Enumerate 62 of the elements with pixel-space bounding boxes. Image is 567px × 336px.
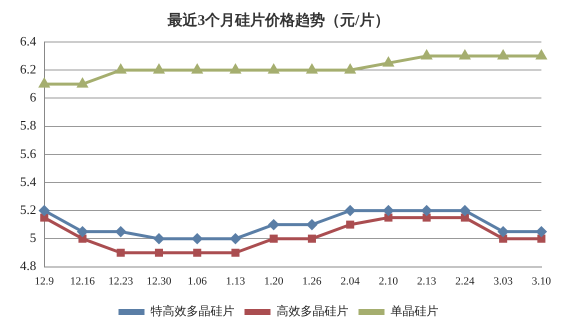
x-tick-label: 12.30 bbox=[146, 275, 172, 288]
point bbox=[268, 219, 280, 230]
legend-label: 单晶硅片 bbox=[390, 304, 438, 318]
point bbox=[382, 56, 394, 67]
x-tick-label: 2.04 bbox=[340, 275, 360, 288]
point bbox=[38, 205, 50, 216]
point bbox=[344, 205, 356, 216]
chart-title: 最近3个月硅片价格趋势（元/片） bbox=[166, 12, 390, 29]
x-tick-label: 3.10 bbox=[532, 275, 552, 288]
point bbox=[459, 205, 470, 216]
x-tick-label: 2.13 bbox=[417, 275, 437, 288]
x-tick-label: 2.24 bbox=[455, 275, 476, 288]
point bbox=[346, 220, 354, 229]
point bbox=[153, 64, 165, 74]
y-tick-label: 5.4 bbox=[20, 174, 37, 189]
legend-label: 特高效多晶硅片 bbox=[150, 304, 234, 318]
point bbox=[193, 248, 202, 257]
point bbox=[192, 233, 203, 244]
point bbox=[306, 219, 318, 230]
y-tick-label: 6.2 bbox=[20, 62, 36, 77]
x-tick-label: 12.9 bbox=[34, 275, 54, 288]
y-tick-label: 5.6 bbox=[20, 146, 37, 161]
y-tick-label: 4.8 bbox=[20, 258, 36, 274]
x-tick-label: 1.06 bbox=[188, 275, 208, 288]
point bbox=[231, 248, 240, 257]
x-tick-label: 12.23 bbox=[108, 275, 134, 288]
point bbox=[459, 50, 471, 60]
legend-label: 高效多晶硅片 bbox=[276, 304, 348, 318]
point bbox=[154, 248, 164, 257]
point bbox=[38, 78, 50, 88]
y-tick-label: 6 bbox=[30, 90, 37, 105]
x-tick-label: 1.13 bbox=[226, 275, 246, 288]
point bbox=[115, 226, 126, 238]
point bbox=[421, 205, 432, 216]
point bbox=[230, 233, 241, 244]
point bbox=[498, 226, 509, 238]
point bbox=[536, 226, 547, 238]
point bbox=[230, 64, 242, 74]
x-tick-label: 2.10 bbox=[378, 275, 399, 288]
point bbox=[76, 78, 88, 88]
point bbox=[497, 50, 509, 60]
point bbox=[153, 233, 164, 244]
point bbox=[192, 64, 203, 74]
point bbox=[420, 50, 432, 60]
point bbox=[76, 226, 88, 238]
point bbox=[344, 64, 356, 74]
point bbox=[116, 248, 125, 257]
y-tick-label: 6.4 bbox=[20, 33, 37, 48]
x-tick-label: 1.26 bbox=[302, 275, 322, 288]
y-tick-label: 5.2 bbox=[20, 202, 36, 218]
point bbox=[308, 234, 316, 243]
point bbox=[268, 64, 280, 74]
point bbox=[270, 234, 278, 243]
point bbox=[306, 64, 318, 74]
x-tick-label: 3.03 bbox=[494, 275, 514, 288]
x-tick-label: 12.16 bbox=[70, 275, 96, 288]
point bbox=[115, 64, 126, 74]
y-tick-label: 5.8 bbox=[20, 118, 36, 133]
x-tick-label: 1.20 bbox=[264, 275, 284, 288]
y-tick-label: 5 bbox=[30, 230, 36, 246]
point bbox=[536, 50, 548, 60]
point bbox=[382, 205, 394, 216]
